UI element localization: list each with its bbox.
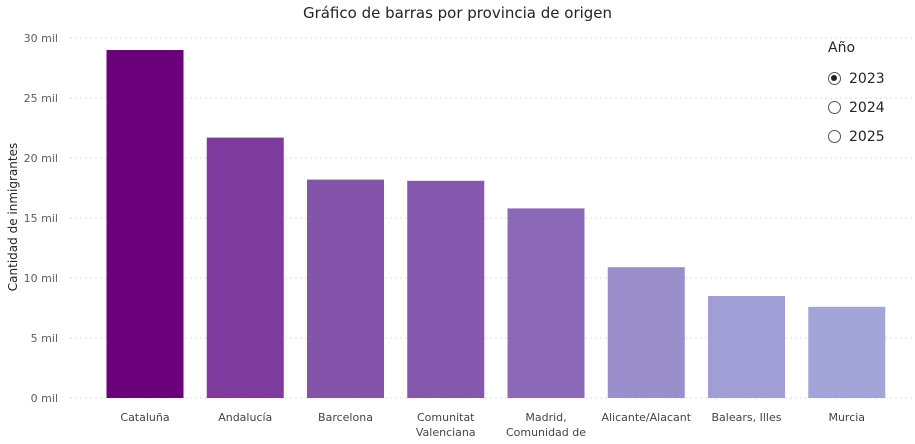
bar[interactable] bbox=[708, 296, 785, 398]
legend-title: Año bbox=[828, 40, 856, 56]
x-tick-label: Valenciana bbox=[416, 426, 476, 439]
legend-item-label: 2024 bbox=[849, 99, 885, 116]
bar[interactable] bbox=[607, 267, 685, 398]
y-tick-label: 10 mil bbox=[24, 272, 58, 285]
bar[interactable] bbox=[407, 180, 485, 398]
bar[interactable] bbox=[507, 208, 585, 398]
legend-item-label: 2023 bbox=[849, 70, 885, 87]
x-tick-label: Balears, Illes bbox=[712, 411, 782, 424]
radio-button-icon[interactable] bbox=[828, 101, 841, 114]
y-tick-label: 0 mil bbox=[31, 392, 58, 405]
legend-item-2023[interactable]: 2023 bbox=[828, 64, 885, 93]
y-tick-label: 30 mil bbox=[24, 32, 58, 45]
legend-item-2025[interactable]: 2025 bbox=[828, 122, 885, 151]
legend-item-label: 2025 bbox=[849, 128, 885, 145]
radio-button-icon[interactable] bbox=[828, 130, 841, 143]
y-tick-label: 20 mil bbox=[24, 152, 58, 165]
x-tick-label: Comunitat bbox=[417, 411, 475, 424]
bar[interactable] bbox=[808, 306, 886, 398]
x-tick-label: Murcia bbox=[828, 411, 865, 424]
y-tick-label: 5 mil bbox=[31, 332, 58, 345]
gridlines bbox=[70, 37, 915, 399]
y-tick-label: 15 mil bbox=[24, 212, 58, 225]
bars bbox=[106, 50, 886, 398]
x-tick-label: Andalucía bbox=[218, 411, 272, 424]
bar[interactable] bbox=[307, 179, 384, 398]
x-tick-label: Cataluña bbox=[120, 411, 169, 424]
x-tick-label: Barcelona bbox=[318, 411, 373, 424]
bar[interactable] bbox=[206, 137, 284, 398]
y-axis-ticks: 0 mil 5 mil 10 mil 15 mil 20 mil 25 mil 30 mil bbox=[24, 32, 58, 405]
x-tick-label: Madrid, bbox=[525, 411, 566, 424]
bar[interactable] bbox=[106, 50, 184, 398]
y-tick-label: 25 mil bbox=[24, 92, 58, 105]
legend-item-2024[interactable]: 2024 bbox=[828, 93, 885, 122]
x-axis-labels: Cataluña Andalucía Barcelona Comunitat Valen… bbox=[120, 411, 865, 439]
chart-title: Gráfico de barras por provincia de orige… bbox=[302, 4, 613, 22]
legend: Año 2023 2024 2025 bbox=[828, 40, 885, 151]
x-tick-label: Alicante/Alacant bbox=[601, 411, 691, 424]
x-tick-label: Comunidad de bbox=[506, 426, 586, 439]
y-axis-title: Cantidad de inmigrantes bbox=[6, 143, 20, 291]
radio-button-icon[interactable] bbox=[828, 72, 841, 85]
